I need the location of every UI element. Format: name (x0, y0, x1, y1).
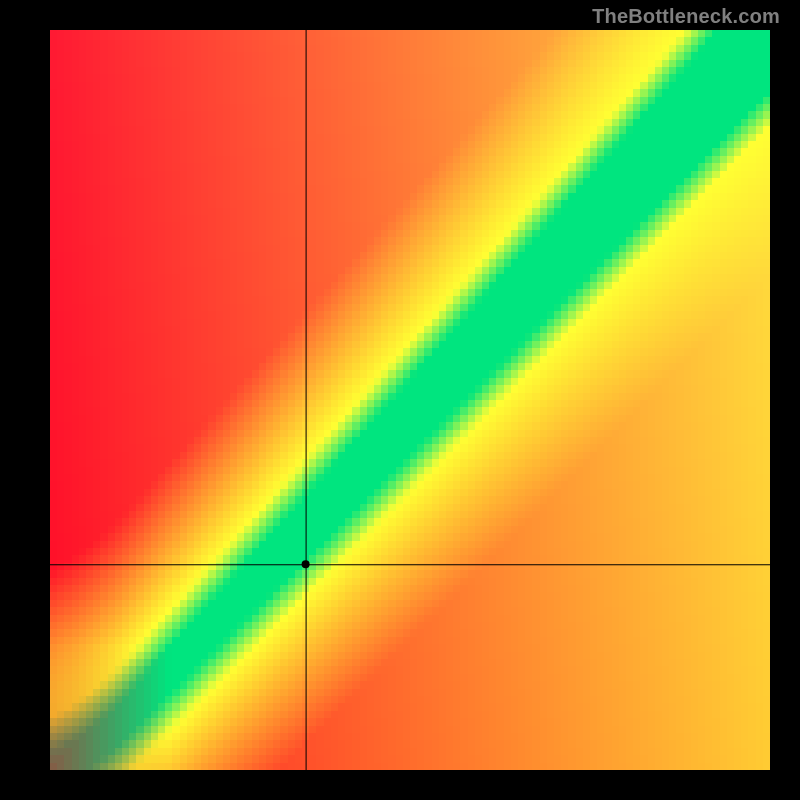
bottleneck-heatmap (50, 30, 770, 770)
watermark-label: TheBottleneck.com (592, 6, 780, 29)
